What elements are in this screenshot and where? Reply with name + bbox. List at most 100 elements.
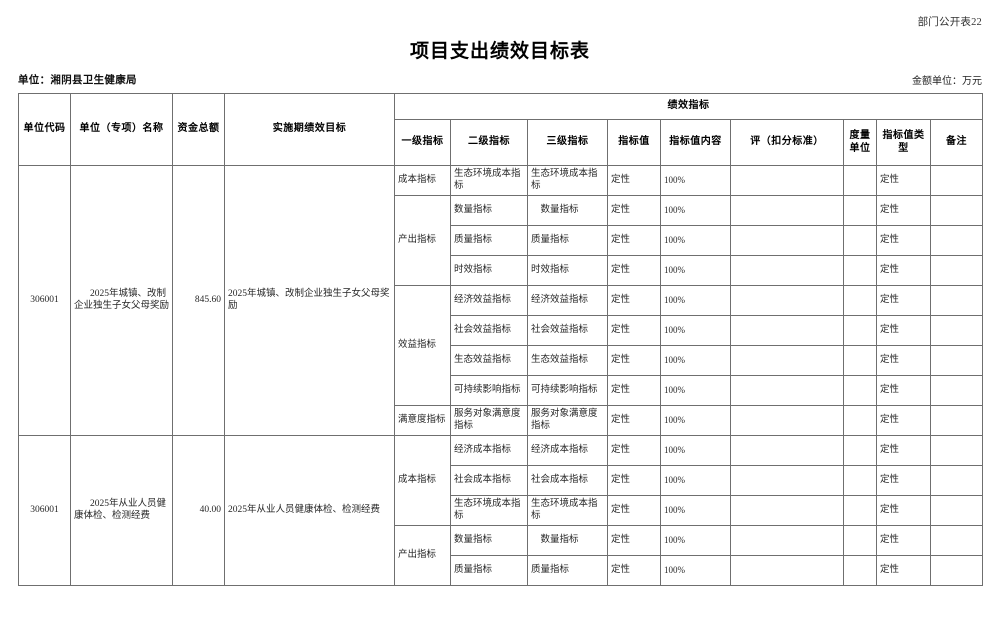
- cell-level2: 数量指标: [450, 195, 528, 226]
- col-measure-unit: 度量单位: [843, 119, 877, 166]
- cell-indicator-value-type: 定性: [876, 195, 931, 226]
- cell-indicator-value-type: 定性: [876, 315, 931, 346]
- table-row: 产出指标 数量指标 数量指标 定性 100% 定性: [19, 195, 984, 286]
- cell-level3: 经济效益指标: [527, 285, 608, 316]
- cell-indicator-value: 定性: [607, 285, 661, 316]
- cell-indicator-value-content: 100%: [660, 435, 731, 466]
- cell-indicator-value-type: 定性: [876, 435, 931, 466]
- cell-indicator-value-type: 定性: [876, 345, 931, 376]
- cell-level2: 经济成本指标: [450, 435, 528, 466]
- cell-level2: 社会效益指标: [450, 315, 528, 346]
- cell-level3: 生态环境成本指标: [527, 495, 608, 526]
- col-indicator-value-type: 指标值类型: [876, 119, 931, 166]
- cell-scoring-standard: [730, 195, 844, 226]
- cell-remark: [929, 345, 984, 376]
- cell-level2: 可持续影响指标: [450, 375, 528, 406]
- cell-unit-code: 306001: [18, 435, 71, 586]
- cell-measure-unit: [843, 255, 877, 286]
- cell-level2: 社会成本指标: [450, 465, 528, 496]
- cell-scoring-standard: [730, 255, 844, 286]
- cell-indicator-value: 定性: [607, 525, 661, 556]
- cell-measure-unit: [843, 285, 877, 316]
- cell-level3: 社会效益指标: [527, 315, 608, 346]
- cell-indicator-value-type: 定性: [876, 465, 931, 496]
- cell-remark: [929, 465, 984, 496]
- cell-remark: [929, 315, 984, 346]
- cell-indicator-value-content: 100%: [660, 465, 731, 496]
- cell-level2: 服务对象满意度指标: [450, 405, 528, 436]
- cell-indicator-value: 定性: [607, 375, 661, 406]
- cell-remark: [929, 285, 984, 316]
- cell-remark: [929, 555, 984, 586]
- cell-measure-unit: [843, 315, 877, 346]
- col-level1: 一级指标: [394, 119, 451, 166]
- cell-indicator-value-content: 100%: [660, 345, 731, 376]
- table-row: 可持续影响指标 可持续影响指标 定性 100% 定性: [19, 375, 984, 406]
- cell-measure-unit: [843, 165, 877, 196]
- cell-level3: 质量指标: [527, 555, 608, 586]
- table-body: 306001 2025年城镇、改制企业独生子女父母奖励 845.60 2025年城镇、…: [18, 165, 984, 586]
- cell-indicator-value-content: 100%: [660, 495, 731, 526]
- col-period-goal: 实施期绩效目标: [224, 93, 395, 166]
- cell-indicator-value-content: 100%: [660, 555, 731, 586]
- cell-level3: 数量指标: [527, 195, 608, 226]
- cell-total-amount: 845.60: [172, 165, 225, 436]
- cell-level2: 生态效益指标: [450, 345, 528, 376]
- table-row: 效益指标 经济效益指标 经济效益指标 定性 100% 定性: [19, 285, 984, 406]
- cell-indicator-value: 定性: [607, 255, 661, 286]
- unit-label: 单位：湘阴县卫生健康局: [18, 75, 137, 86]
- cell-level2: 经济效益指标: [450, 285, 528, 316]
- cell-indicator-value-content: 100%: [660, 165, 731, 196]
- cell-level3: 生态环境成本指标: [527, 165, 608, 196]
- cell-indicator-value-content: 100%: [660, 195, 731, 226]
- cell-period-goal: 2025年从业人员健康体检、检测经费: [224, 435, 395, 586]
- cell-level3: 社会成本指标: [527, 465, 608, 496]
- cell-indicator-value: 定性: [607, 225, 661, 256]
- col-scoring-standard: 评（扣分标准）: [730, 119, 844, 166]
- cell-measure-unit: [843, 405, 877, 436]
- col-level3: 三级指标: [527, 119, 608, 166]
- cell-indicator-value: 定性: [607, 195, 661, 226]
- cell-indicator-value-content: 100%: [660, 315, 731, 346]
- col-remark: 备注: [929, 119, 984, 166]
- cell-scoring-standard: [730, 525, 844, 556]
- table-head: 单位代码 单位（专项）名称 资金总额 实施期绩效目标 绩效指标 一级指标 二级指…: [18, 93, 984, 166]
- cell-level3: 质量指标: [527, 225, 608, 256]
- table-row: 时效指标 时效指标 定性 100% 定性: [19, 255, 984, 286]
- cell-level3: 经济成本指标: [527, 435, 608, 466]
- cell-scoring-standard: [730, 285, 844, 316]
- cell-measure-unit: [843, 465, 877, 496]
- cell-measure-unit: [843, 225, 877, 256]
- cell-level1: 满意度指标: [394, 405, 451, 436]
- cell-measure-unit: [843, 435, 877, 466]
- cell-scoring-standard: [730, 405, 844, 436]
- cell-indicator-value-type: 定性: [876, 165, 931, 196]
- cell-scoring-standard: [730, 555, 844, 586]
- cell-level1: 效益指标: [394, 285, 451, 406]
- cell-indicator-value-content: 100%: [660, 255, 731, 286]
- cell-remark: [929, 225, 984, 256]
- cell-level2: 质量指标: [450, 555, 528, 586]
- cell-measure-unit: [843, 195, 877, 226]
- cell-level3: 时效指标: [527, 255, 608, 286]
- cell-level2: 生态环境成本指标: [450, 495, 528, 526]
- form-number-note: 部门公开表22: [917, 17, 982, 28]
- cell-scoring-standard: [730, 165, 844, 196]
- meta-row: 单位：湘阴县卫生健康局 金额单位：万元: [18, 72, 982, 87]
- cell-indicator-value: 定性: [607, 555, 661, 586]
- cell-remark: [929, 525, 984, 556]
- cell-indicator-value: 定性: [607, 405, 661, 436]
- cell-indicator-value: 定性: [607, 435, 661, 466]
- page-title: 项目支出绩效目标表: [409, 41, 590, 62]
- cell-level3: 生态效益指标: [527, 345, 608, 376]
- cell-remark: [929, 405, 984, 436]
- cell-unit-code: 306001: [18, 165, 71, 436]
- cell-indicator-value-type: 定性: [876, 255, 931, 286]
- cell-period-goal: 2025年城镇、改制企业独生子女父母奖励: [224, 165, 395, 436]
- cell-level2: 质量指标: [450, 225, 528, 256]
- cell-unit-name: 2025年城镇、改制企业独生子女父母奖励: [70, 165, 173, 436]
- col-unit-name: 单位（专项）名称: [70, 93, 173, 166]
- col-total-amount: 资金总额: [172, 93, 225, 166]
- cell-measure-unit: [843, 525, 877, 556]
- cell-indicator-value: 定性: [607, 465, 661, 496]
